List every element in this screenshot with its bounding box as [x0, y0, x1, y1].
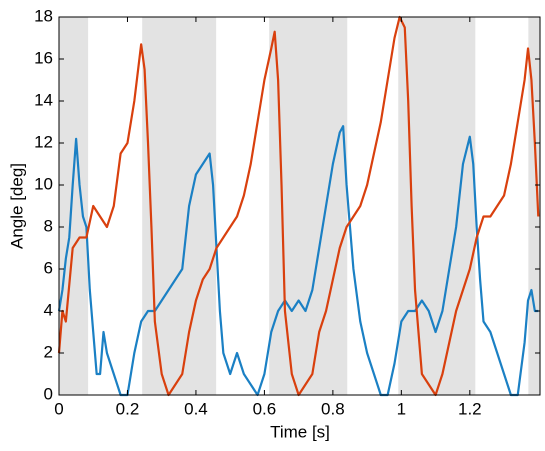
- y-tick-label: 14: [34, 90, 53, 109]
- series-line: [57, 15, 540, 397]
- y-tick-label: 2: [44, 342, 53, 361]
- shaded-span: [269, 17, 348, 395]
- x-tick-label: 1.2: [458, 399, 482, 418]
- shaded-span: [142, 17, 217, 395]
- shaded-span: [528, 17, 540, 395]
- x-axis-label: Time [s]: [270, 422, 330, 441]
- y-tick-label: 4: [44, 300, 53, 319]
- x-tick-label: 0.8: [321, 399, 345, 418]
- y-tick-label: 18: [34, 6, 53, 25]
- y-tick-label: 16: [34, 48, 53, 67]
- y-tick-label: 10: [34, 174, 53, 193]
- plot-frame: [58, 16, 541, 396]
- x-tick-label: 0.2: [116, 399, 140, 418]
- x-tick-label: 0: [54, 399, 63, 418]
- y-tick-label: 12: [34, 132, 53, 151]
- shaded-span: [59, 17, 89, 395]
- x-tick-label: 1: [397, 399, 406, 418]
- shaded-span: [398, 17, 476, 395]
- x-tick-label: 0.6: [253, 399, 277, 418]
- y-tick-label: 6: [44, 258, 53, 277]
- y-axis-label: Angle [deg]: [7, 163, 26, 249]
- x-tick-label: 0.4: [184, 399, 208, 418]
- y-tick-label: 0: [44, 384, 53, 403]
- y-tick-label: 8: [44, 216, 53, 235]
- series-line: [57, 125, 539, 397]
